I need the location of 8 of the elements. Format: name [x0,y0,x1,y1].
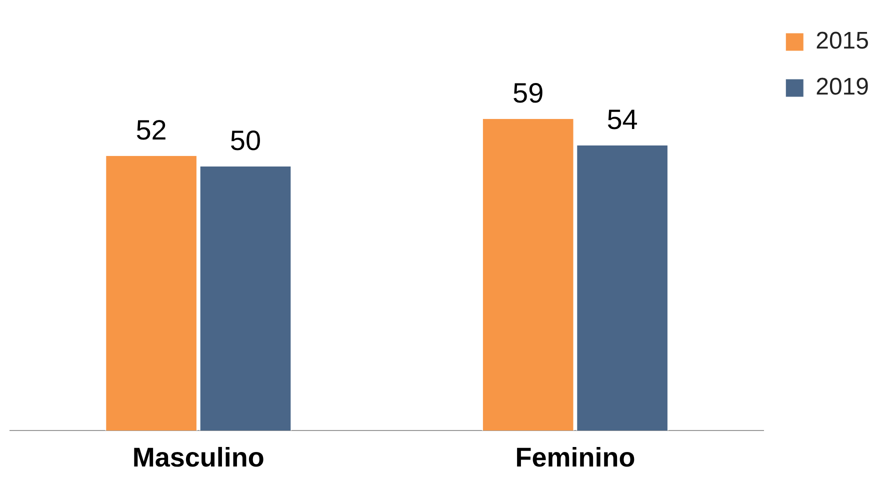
legend-label: 2019 [816,74,869,101]
data-label: 50 [230,125,262,156]
data-label: 52 [136,114,167,146]
data-label: 54 [606,104,638,136]
data-label: 59 [512,78,544,109]
x-tick-label: Feminino [515,442,636,472]
legend-label: 2015 [816,28,869,55]
x-tick-label: Masculino [132,442,264,472]
